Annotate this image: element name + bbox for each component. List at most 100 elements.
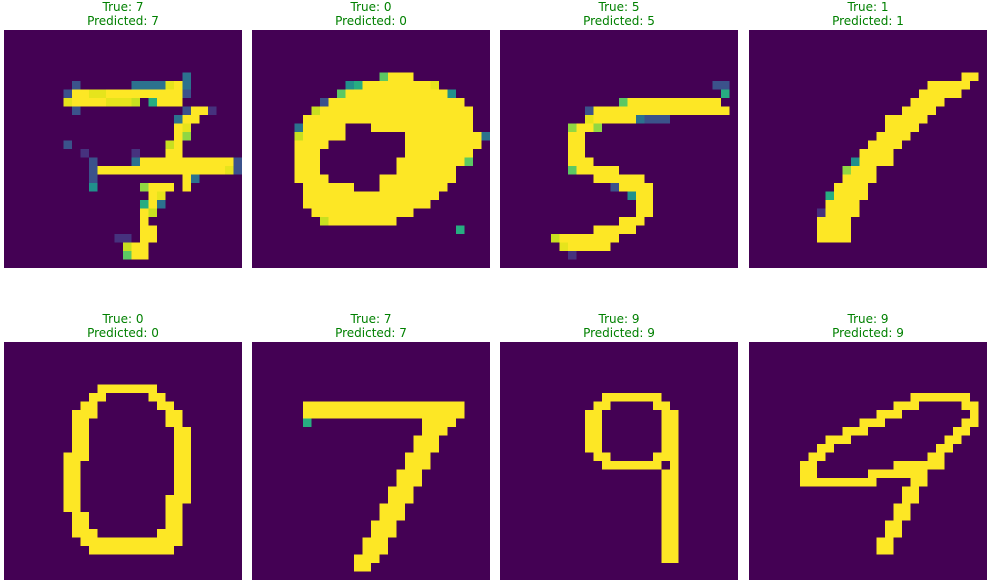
pixel [670, 520, 679, 530]
pixel [927, 81, 937, 90]
pixel [910, 115, 920, 124]
pixel [106, 89, 115, 99]
pixel [576, 140, 586, 150]
pixel [422, 132, 431, 141]
pixel [851, 157, 860, 167]
pixel [893, 461, 903, 470]
pixel [396, 166, 406, 175]
pixel [379, 546, 389, 555]
pixel [970, 401, 979, 411]
pixel [354, 208, 363, 218]
pixel [320, 217, 329, 226]
pixel [430, 183, 440, 192]
pixel [165, 149, 175, 158]
pixel [303, 149, 312, 158]
pixel [337, 89, 346, 99]
pixel [661, 435, 671, 445]
pixel [834, 234, 843, 243]
pixel [447, 106, 457, 116]
pixel [422, 81, 431, 90]
pixel [551, 234, 560, 243]
digit-image [4, 30, 242, 268]
pixel [80, 520, 90, 530]
pixel [106, 537, 115, 547]
pixel [817, 444, 826, 453]
pixel [320, 115, 329, 124]
pixel [876, 132, 886, 141]
pixel [80, 149, 90, 158]
pixel [464, 132, 474, 141]
pixel [379, 106, 389, 116]
pixel [413, 183, 423, 192]
pixel [661, 520, 671, 530]
pixel [157, 157, 166, 167]
pixel [919, 461, 928, 470]
pixel [902, 512, 911, 521]
pixel [311, 208, 321, 218]
pixel [422, 115, 431, 124]
pixel [422, 435, 431, 445]
pixel [430, 149, 440, 158]
pixel [670, 546, 679, 555]
pixel [842, 435, 852, 445]
pixel [619, 98, 628, 107]
pixel [439, 183, 448, 192]
pixel [174, 529, 183, 538]
pixel [328, 191, 338, 201]
pixel [585, 427, 594, 436]
pixel [123, 537, 132, 547]
pixel [362, 200, 372, 209]
pixel [294, 132, 304, 141]
pixel [910, 98, 920, 107]
pixel [131, 546, 141, 555]
pixel [140, 242, 149, 252]
pixel [876, 469, 886, 479]
pixel [422, 106, 431, 116]
pixel [80, 452, 90, 462]
pixel [148, 537, 158, 547]
pixel [430, 166, 440, 175]
pixel [320, 98, 329, 107]
pixel [388, 106, 397, 116]
pixel [464, 115, 474, 124]
pixel [320, 183, 329, 192]
pixel [610, 106, 620, 116]
pixel [165, 89, 175, 99]
pixel [337, 401, 346, 411]
pixel [174, 461, 183, 470]
pixel [602, 401, 611, 411]
pixel [902, 503, 911, 513]
pixel [610, 183, 620, 192]
pixel [456, 225, 465, 235]
pixel [379, 401, 389, 411]
pixel [89, 157, 98, 167]
pixel [182, 495, 192, 504]
pixel [89, 537, 98, 547]
pixel [893, 503, 903, 513]
pixel [430, 401, 440, 411]
pixel [834, 225, 843, 235]
pixel [721, 89, 730, 99]
pixel [834, 208, 843, 218]
pixel [859, 427, 869, 436]
pixel [851, 208, 860, 218]
pixel [405, 106, 414, 116]
pixel [695, 106, 705, 116]
pixel [464, 149, 474, 158]
pixel [174, 520, 183, 530]
pixel [902, 115, 911, 124]
pixel [396, 200, 406, 209]
pixel [303, 191, 312, 201]
pixel [413, 469, 423, 479]
pixel [661, 495, 671, 504]
pixel [174, 486, 183, 496]
pixel [885, 157, 894, 167]
pixel [670, 495, 679, 504]
pixel [944, 435, 954, 445]
pixel [576, 149, 586, 158]
pixel [89, 529, 98, 538]
pixel [405, 98, 414, 107]
pixel [670, 554, 679, 564]
pixel [661, 512, 671, 521]
pixel [208, 157, 217, 167]
